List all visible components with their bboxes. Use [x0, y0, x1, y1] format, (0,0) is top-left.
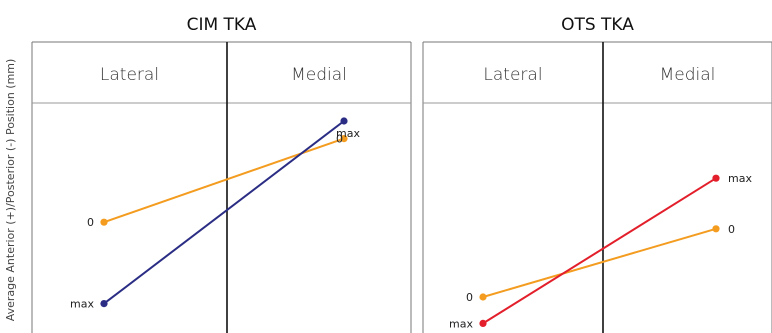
data-point [479, 293, 487, 301]
chart-panel-2: OTS TKA Lateral Medial 0 0 max max [422, 15, 772, 333]
category-label-lateral: Lateral [100, 65, 159, 85]
data-point [100, 218, 108, 226]
data-point [479, 319, 487, 327]
data-label: max [728, 172, 752, 185]
category-label-lateral: Lateral [483, 65, 542, 85]
series-line-2 [482, 177, 717, 325]
chart-title: CIM TKA [187, 15, 257, 35]
data-label: max [336, 127, 360, 140]
data-point [340, 117, 348, 125]
data-label: max [449, 317, 473, 330]
category-label-medial: Medial [291, 65, 347, 85]
data-point [340, 135, 348, 143]
data-label: 0 [728, 223, 735, 236]
data-point [100, 300, 108, 308]
series-line-1 [103, 137, 345, 224]
category-label-medial: Medial [660, 65, 716, 85]
data-point [712, 174, 720, 182]
data-label: max [70, 298, 94, 311]
series-line-1 [482, 227, 717, 298]
chart-title: OTS TKA [561, 15, 634, 35]
y-axis-label: Average Anterior (+)/Posterior (-) Posit… [4, 59, 17, 322]
series-line-2 [103, 120, 345, 305]
data-label: 0 [87, 216, 94, 229]
data-label: 0 [466, 291, 473, 304]
data-point [712, 225, 720, 233]
data-label: 0 [336, 133, 343, 146]
